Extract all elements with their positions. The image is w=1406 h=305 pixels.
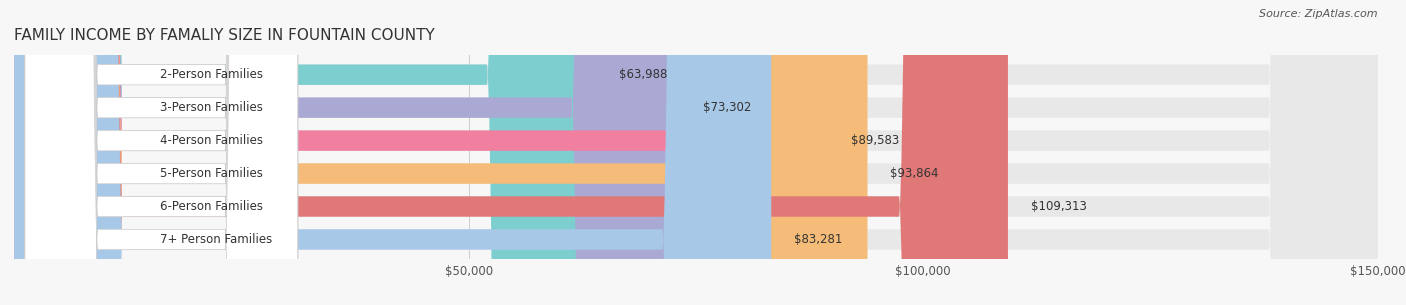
Text: $73,302: $73,302	[703, 101, 752, 114]
FancyBboxPatch shape	[25, 0, 298, 305]
FancyBboxPatch shape	[14, 0, 596, 305]
FancyBboxPatch shape	[14, 0, 1378, 305]
Text: 2-Person Families: 2-Person Families	[159, 68, 263, 81]
FancyBboxPatch shape	[14, 0, 772, 305]
Text: $93,864: $93,864	[890, 167, 939, 180]
FancyBboxPatch shape	[14, 0, 1378, 305]
FancyBboxPatch shape	[14, 0, 1008, 305]
FancyBboxPatch shape	[14, 0, 1378, 305]
Text: FAMILY INCOME BY FAMALIY SIZE IN FOUNTAIN COUNTY: FAMILY INCOME BY FAMALIY SIZE IN FOUNTAI…	[14, 28, 434, 43]
FancyBboxPatch shape	[14, 0, 1378, 305]
FancyBboxPatch shape	[25, 0, 298, 305]
Text: 5-Person Families: 5-Person Families	[159, 167, 263, 180]
FancyBboxPatch shape	[14, 0, 868, 305]
FancyBboxPatch shape	[14, 0, 828, 305]
Text: $63,988: $63,988	[619, 68, 666, 81]
FancyBboxPatch shape	[25, 0, 298, 305]
Text: $83,281: $83,281	[794, 233, 842, 246]
FancyBboxPatch shape	[25, 0, 298, 305]
FancyBboxPatch shape	[14, 0, 1378, 305]
FancyBboxPatch shape	[14, 0, 1378, 305]
Text: 7+ Person Families: 7+ Person Families	[159, 233, 271, 246]
FancyBboxPatch shape	[14, 0, 681, 305]
Text: 6-Person Families: 6-Person Families	[159, 200, 263, 213]
Text: 4-Person Families: 4-Person Families	[159, 134, 263, 147]
Text: 3-Person Families: 3-Person Families	[159, 101, 263, 114]
FancyBboxPatch shape	[25, 0, 298, 305]
Text: $89,583: $89,583	[851, 134, 900, 147]
Text: Source: ZipAtlas.com: Source: ZipAtlas.com	[1260, 9, 1378, 19]
Text: $109,313: $109,313	[1031, 200, 1087, 213]
FancyBboxPatch shape	[25, 0, 298, 305]
